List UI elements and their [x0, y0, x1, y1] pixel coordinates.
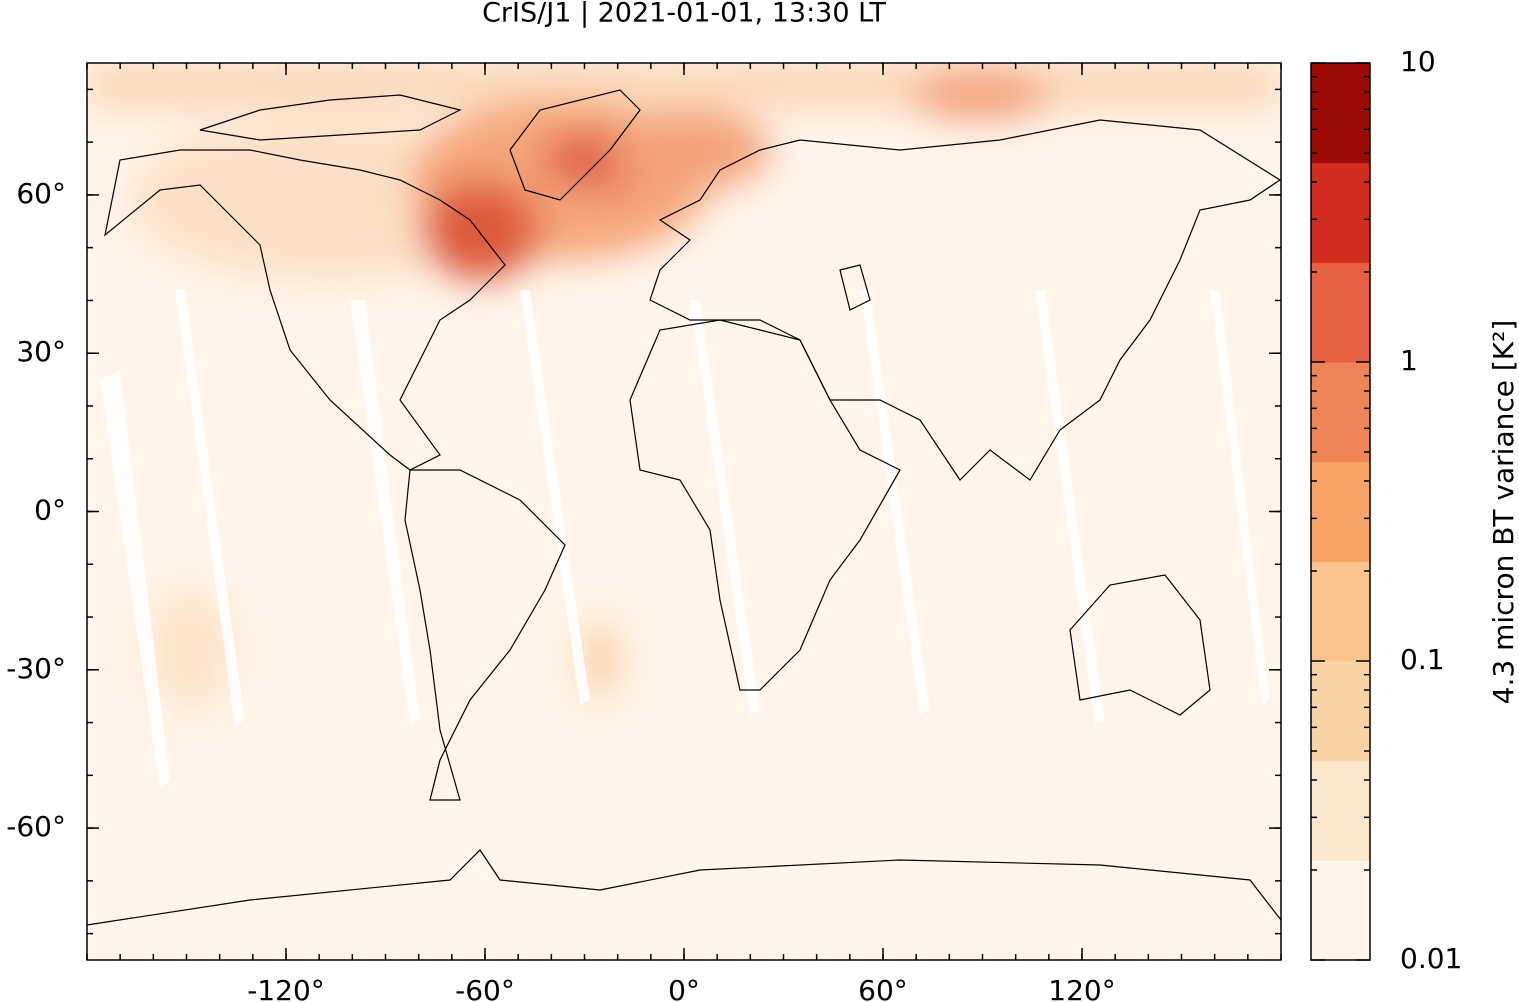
colorbar-band: [1311, 461, 1370, 562]
coastlines: [87, 89, 1281, 926]
colorbar-tick-label: 0.1: [1400, 643, 1445, 676]
colorbar-band: [1311, 63, 1370, 164]
colorbar-frame: [1310, 62, 1371, 961]
colorbar-tick-label: 1: [1400, 344, 1418, 377]
swath-gaps: [100, 290, 1270, 790]
y-tick-label: -60°: [6, 810, 66, 843]
y-tick-label: 0°: [34, 494, 66, 527]
map-area: [87, 63, 1281, 960]
x-tick-label: -60°: [455, 974, 515, 1002]
x-tick-label: 60°: [858, 974, 908, 1002]
y-tick-label: -30°: [6, 652, 66, 685]
x-tick-label: 0°: [668, 974, 700, 1002]
colorbar-band: [1311, 362, 1370, 463]
colorbar-band: [1311, 561, 1370, 662]
colorbar-tick-label: 10: [1400, 45, 1436, 78]
colorbar-band: [1311, 162, 1370, 263]
colorbar-band: [1311, 860, 1370, 961]
colorbar-label: 4.3 micron BT variance [K²]: [1487, 320, 1519, 705]
x-tick-label: -120°: [247, 974, 325, 1002]
chart-title: CrIS/J1 | 2021-01-01, 13:30 LT: [482, 0, 886, 29]
colorbar-band: [1311, 760, 1370, 861]
colorbar-band: [1311, 661, 1370, 762]
y-tick-label: 30°: [16, 335, 66, 368]
colorbar-band: [1311, 262, 1370, 363]
colorbar-tick-label: 0.01: [1400, 942, 1462, 975]
y-tick-label: 60°: [16, 177, 66, 210]
x-tick-label: 120°: [1048, 974, 1115, 1002]
